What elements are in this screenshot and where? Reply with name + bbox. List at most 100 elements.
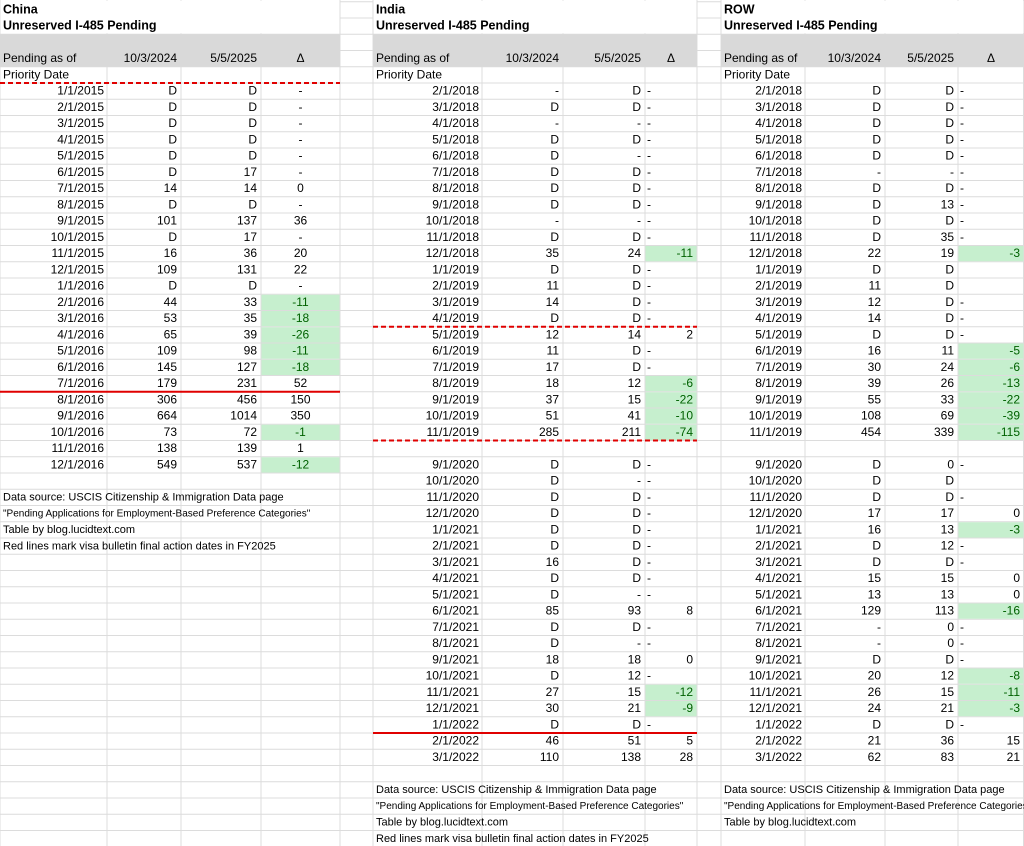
delta: -26 xyxy=(292,327,310,341)
priority-date: 2/1/2021 xyxy=(755,539,802,553)
delta: 8 xyxy=(686,604,693,618)
pending-count: 21 xyxy=(868,734,882,748)
priority-date: 2/1/2022 xyxy=(432,734,479,748)
pending-count: D xyxy=(168,84,177,98)
pending-count: 456 xyxy=(237,392,257,406)
table-title: China xyxy=(3,2,39,16)
priority-date: 7/1/2021 xyxy=(755,620,802,634)
delta: 0 xyxy=(1013,571,1020,585)
pending-count: D xyxy=(168,230,177,244)
priority-date: 6/1/2021 xyxy=(432,604,479,618)
priority-date: 5/1/2016 xyxy=(57,344,104,358)
delta: 21 xyxy=(1007,750,1021,764)
pending-count: - xyxy=(637,474,641,488)
negative-highlight xyxy=(958,668,1024,684)
pending-count: 13 xyxy=(868,587,882,601)
pending-count: 35 xyxy=(941,230,955,244)
note: "Pending Applications for Employment-Bas… xyxy=(3,509,311,520)
delta: - xyxy=(299,84,303,98)
negative-highlight xyxy=(645,701,697,717)
delta: - xyxy=(960,181,964,195)
pending-count: D xyxy=(550,620,559,634)
column-header: Pending as of xyxy=(376,51,450,65)
pending-count: 30 xyxy=(868,360,882,374)
delta: - xyxy=(647,214,651,228)
negative-highlight xyxy=(645,424,697,440)
pending-count: 145 xyxy=(157,360,177,374)
negative-highlight xyxy=(645,684,697,700)
pending-count: - xyxy=(637,636,641,650)
priority-date: 11/1/2016 xyxy=(52,441,105,455)
delta: - xyxy=(960,149,964,163)
priority-date: 4/1/2019 xyxy=(755,311,802,325)
delta: -115 xyxy=(997,425,1020,439)
pending-count: 69 xyxy=(941,409,955,423)
pending-count: D xyxy=(248,279,257,293)
pending-count: D xyxy=(872,149,881,163)
delta: - xyxy=(647,262,651,276)
pending-count: D xyxy=(632,262,641,276)
delta: - xyxy=(647,571,651,585)
priority-date: 1/1/2019 xyxy=(755,262,802,276)
delta: - xyxy=(960,165,964,179)
pending-count: D xyxy=(550,539,559,553)
priority-date: 2/1/2018 xyxy=(432,84,479,98)
delta: -6 xyxy=(682,376,693,390)
pending-count: 339 xyxy=(934,425,954,439)
pending-count: 36 xyxy=(941,734,955,748)
pending-count: 15 xyxy=(941,685,955,699)
table-title: India xyxy=(376,2,406,16)
delta: - xyxy=(647,522,651,536)
priority-date: 2/1/2016 xyxy=(57,295,104,309)
pending-count: D xyxy=(632,165,641,179)
pending-count: D xyxy=(550,132,559,146)
pending-count: 22 xyxy=(868,246,882,260)
pending-count: D xyxy=(632,181,641,195)
priority-date: 5/1/2019 xyxy=(432,327,479,341)
priority-date: 1/1/2022 xyxy=(755,717,802,731)
pending-count: D xyxy=(550,474,559,488)
negative-highlight xyxy=(645,246,697,262)
pending-count: 14 xyxy=(244,181,258,195)
pending-count: D xyxy=(872,327,881,341)
delta: - xyxy=(299,279,303,293)
pending-count: 18 xyxy=(546,376,560,390)
priority-date: 1/1/2019 xyxy=(432,262,479,276)
delta: 52 xyxy=(294,376,308,390)
delta: - xyxy=(299,149,303,163)
priority-date: 4/1/2018 xyxy=(755,116,802,130)
pending-count: D xyxy=(872,652,881,666)
delta: - xyxy=(647,360,651,374)
delta: - xyxy=(647,149,651,163)
delta: - xyxy=(647,84,651,98)
priority-date: 7/1/2019 xyxy=(755,360,802,374)
pending-count: D xyxy=(248,84,257,98)
pending-count: D xyxy=(872,214,881,228)
pending-count: D xyxy=(550,230,559,244)
table-subtitle: Unreserved I-485 Pending xyxy=(724,19,878,33)
delta: - xyxy=(647,311,651,325)
pending-count: 138 xyxy=(621,750,641,764)
pending-count: 46 xyxy=(546,734,560,748)
pending-count: D xyxy=(945,84,954,98)
priority-date: 9/1/2016 xyxy=(57,409,104,423)
pending-count: D xyxy=(945,132,954,146)
pending-count: 17 xyxy=(546,360,560,374)
priority-date: 3/1/2019 xyxy=(432,295,479,309)
priority-date: 2/1/2018 xyxy=(755,84,802,98)
pending-count: 11 xyxy=(547,344,560,358)
delta: 20 xyxy=(294,246,308,260)
pending-count: - xyxy=(950,165,954,179)
priority-date: 5/1/2018 xyxy=(432,132,479,146)
pending-count: D xyxy=(945,149,954,163)
pending-count: 24 xyxy=(868,701,882,715)
pending-count: 51 xyxy=(628,734,642,748)
delta: 0 xyxy=(686,652,693,666)
pending-count: 16 xyxy=(868,344,882,358)
pending-count: 1014 xyxy=(230,409,257,423)
priority-date: 3/1/2018 xyxy=(432,100,479,114)
header-band xyxy=(373,34,697,67)
priority-date: 1/1/2022 xyxy=(432,717,479,731)
pending-count: 454 xyxy=(861,425,881,439)
